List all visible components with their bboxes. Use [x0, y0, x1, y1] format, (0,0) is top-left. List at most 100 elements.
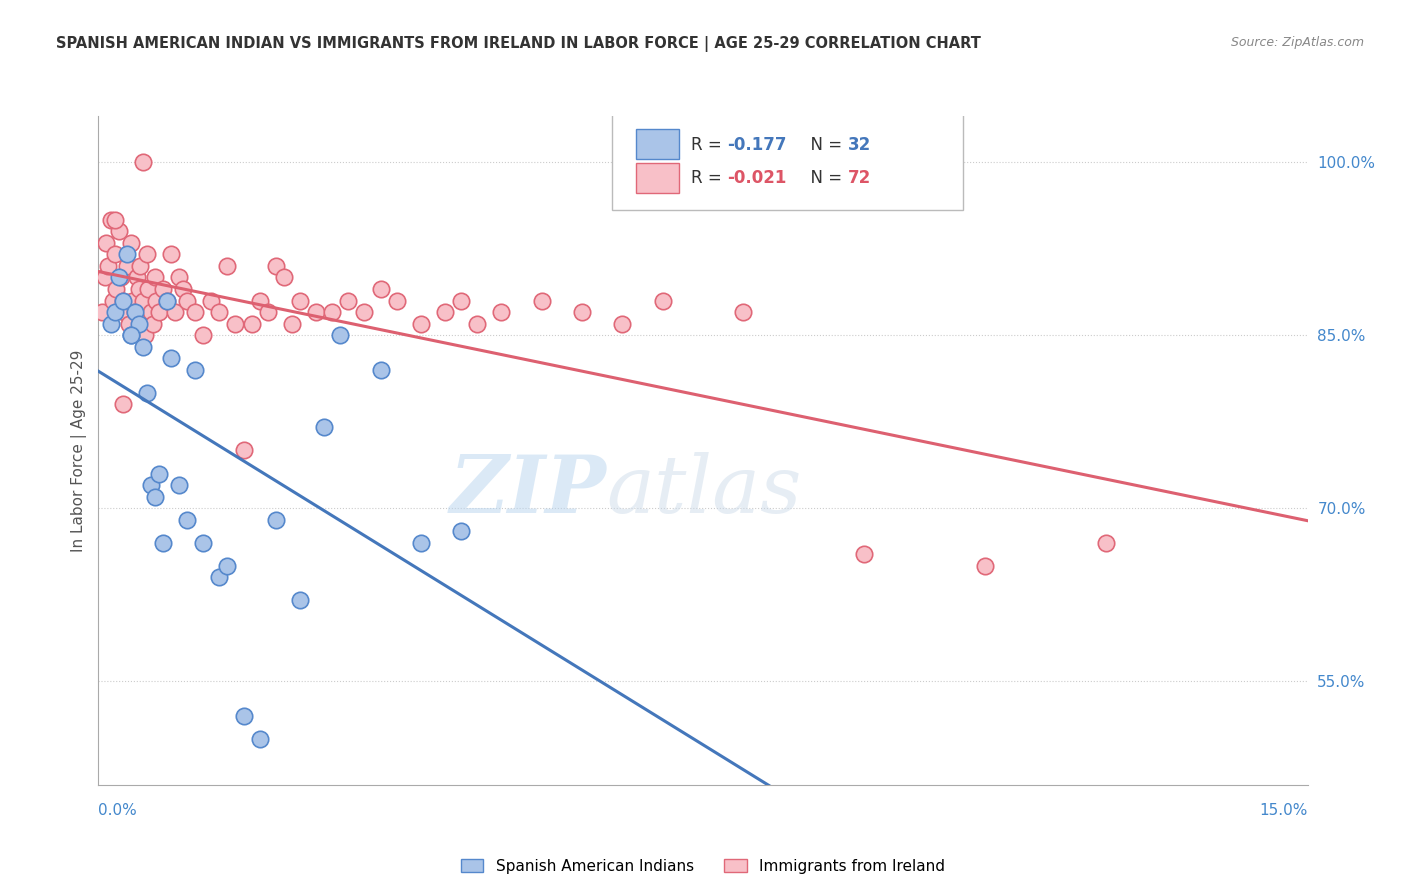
Text: N =: N =: [800, 136, 846, 153]
Point: [148, 467, 170, 481]
Point: [385, 293, 408, 308]
Point: [256, 305, 278, 319]
Point: [273, 270, 295, 285]
Point: [112, 305, 135, 319]
Point: [314, 420, 336, 434]
Point: [142, 317, 165, 331]
Point: [139, 305, 162, 319]
Point: [434, 305, 457, 319]
Text: -0.021: -0.021: [727, 169, 786, 187]
Point: [129, 259, 152, 273]
Point: [132, 293, 155, 308]
Point: [143, 490, 166, 504]
Point: [217, 259, 239, 273]
Text: SPANISH AMERICAN INDIAN VS IMMIGRANTS FROM IRELAND IN LABOR FORCE | AGE 25-29 CO: SPANISH AMERICAN INDIAN VS IMMIGRANTS FR…: [56, 36, 981, 52]
Text: R =: R =: [690, 169, 727, 187]
Point: [264, 513, 287, 527]
Point: [111, 293, 134, 308]
Point: [217, 558, 239, 573]
Text: 0.0%: 0.0%: [98, 803, 138, 818]
Point: [176, 293, 198, 308]
Point: [103, 212, 125, 227]
Point: [853, 547, 876, 561]
Point: [103, 305, 125, 319]
Point: [120, 328, 142, 343]
Point: [115, 259, 138, 273]
Point: [134, 328, 156, 343]
Point: [145, 293, 167, 308]
Point: [224, 317, 246, 331]
Point: [135, 247, 157, 261]
Point: [110, 270, 132, 285]
Point: [249, 293, 271, 308]
Point: [193, 328, 215, 343]
Point: [160, 351, 183, 366]
Point: [100, 317, 122, 331]
Point: [450, 293, 472, 308]
Point: [124, 305, 146, 319]
Point: [128, 282, 150, 296]
Point: [156, 293, 179, 308]
Point: [111, 397, 134, 411]
Legend: Spanish American Indians, Immigrants from Ireland: Spanish American Indians, Immigrants fro…: [454, 853, 952, 880]
Point: [288, 593, 311, 607]
Point: [120, 328, 142, 343]
Point: [115, 247, 138, 261]
Point: [465, 317, 488, 331]
Point: [107, 224, 129, 238]
Point: [208, 305, 231, 319]
Point: [94, 270, 117, 285]
Point: [651, 293, 673, 308]
Point: [281, 317, 304, 331]
Point: [491, 305, 513, 319]
Point: [329, 328, 352, 343]
Point: [127, 270, 149, 285]
Point: [193, 535, 215, 549]
Point: [409, 317, 432, 331]
Point: [91, 305, 114, 319]
Point: [103, 247, 125, 261]
Point: [167, 478, 190, 492]
Point: [264, 259, 287, 273]
Text: ZIP: ZIP: [450, 452, 606, 529]
Point: [232, 443, 254, 458]
Point: [288, 293, 311, 308]
Point: [143, 270, 166, 285]
Point: [105, 282, 128, 296]
Point: [163, 305, 186, 319]
FancyBboxPatch shape: [637, 162, 679, 193]
Point: [124, 305, 146, 319]
Text: R =: R =: [690, 136, 727, 153]
Point: [530, 293, 553, 308]
Text: atlas: atlas: [606, 452, 801, 529]
Point: [100, 212, 122, 227]
Point: [128, 317, 150, 331]
Point: [152, 535, 174, 549]
Point: [240, 317, 263, 331]
Point: [974, 558, 997, 573]
Point: [370, 362, 392, 376]
Point: [305, 305, 328, 319]
Point: [132, 340, 155, 354]
Point: [167, 270, 190, 285]
Point: [107, 270, 129, 285]
Point: [184, 305, 207, 319]
Point: [200, 293, 222, 308]
Point: [612, 317, 634, 331]
Text: N =: N =: [800, 169, 846, 187]
Point: [172, 282, 194, 296]
Point: [1095, 535, 1118, 549]
Point: [160, 247, 183, 261]
Point: [121, 293, 143, 308]
Point: [97, 259, 120, 273]
Point: [118, 317, 141, 331]
Y-axis label: In Labor Force | Age 25-29: In Labor Force | Age 25-29: [72, 350, 87, 551]
Point: [450, 524, 472, 539]
Point: [138, 282, 160, 296]
Point: [184, 362, 207, 376]
Text: 72: 72: [848, 169, 872, 187]
Point: [321, 305, 343, 319]
Text: 32: 32: [848, 136, 872, 153]
Text: Source: ZipAtlas.com: Source: ZipAtlas.com: [1230, 36, 1364, 49]
Point: [132, 155, 155, 169]
